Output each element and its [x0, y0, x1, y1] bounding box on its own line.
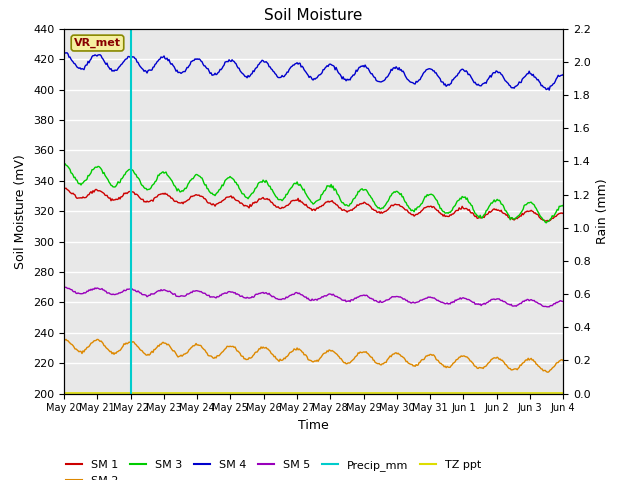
SM 4: [357, 63, 365, 69]
Y-axis label: Soil Moisture (mV): Soil Moisture (mV): [15, 154, 28, 269]
Line: SM 3: SM 3: [64, 164, 563, 223]
Line: SM 4: SM 4: [64, 52, 563, 90]
SM 3: [298, 185, 306, 191]
SM 3: [60, 161, 68, 167]
TZ ppt: [547, 390, 555, 396]
SM 2: [545, 369, 552, 375]
X-axis label: Time: Time: [298, 419, 329, 432]
SM 5: [357, 293, 365, 299]
SM 5: [559, 299, 567, 304]
Text: VR_met: VR_met: [74, 38, 121, 48]
Legend: SM 1, SM 2, SM 3, SM 4, SM 5, Precip_mm, TZ ppt: SM 1, SM 2, SM 3, SM 4, SM 5, Precip_mm,…: [61, 456, 486, 480]
SM 4: [469, 78, 477, 84]
TZ ppt: [300, 390, 308, 396]
SM 2: [470, 363, 478, 369]
SM 2: [358, 350, 366, 356]
SM 2: [332, 350, 339, 356]
SM 5: [330, 292, 338, 298]
Title: Soil Moisture: Soil Moisture: [264, 9, 363, 24]
SM 2: [301, 352, 309, 358]
SM 4: [297, 64, 305, 70]
SM 2: [62, 336, 70, 342]
SM 4: [330, 63, 338, 69]
SM 1: [559, 210, 567, 216]
SM 4: [545, 87, 553, 93]
Line: SM 5: SM 5: [64, 287, 563, 307]
SM 3: [470, 208, 478, 214]
Line: SM 2: SM 2: [64, 339, 563, 372]
SM 5: [297, 292, 305, 298]
SM 2: [549, 364, 557, 370]
TZ ppt: [559, 390, 567, 396]
SM 4: [548, 83, 556, 88]
SM 4: [60, 49, 68, 55]
SM 1: [470, 213, 478, 218]
SM 5: [60, 284, 68, 290]
TZ ppt: [60, 390, 68, 396]
SM 1: [358, 201, 366, 206]
SM 5: [469, 300, 477, 305]
SM 1: [549, 216, 557, 221]
SM 1: [332, 201, 339, 206]
SM 1: [298, 199, 306, 205]
SM 1: [62, 185, 70, 191]
TZ ppt: [297, 390, 305, 396]
SM 3: [542, 220, 550, 226]
SM 1: [60, 185, 68, 191]
TZ ppt: [357, 390, 365, 396]
SM 4: [300, 67, 308, 72]
SM 3: [301, 190, 309, 195]
SM 5: [548, 303, 556, 309]
Y-axis label: Rain (mm): Rain (mm): [596, 179, 609, 244]
TZ ppt: [330, 390, 338, 396]
SM 3: [559, 203, 567, 208]
SM 2: [298, 349, 306, 355]
SM 2: [60, 337, 68, 343]
Line: SM 1: SM 1: [64, 188, 563, 221]
SM 2: [559, 358, 567, 364]
SM 3: [549, 214, 557, 219]
SM 5: [300, 294, 308, 300]
SM 1: [545, 218, 552, 224]
SM 4: [559, 72, 567, 77]
SM 1: [301, 203, 309, 208]
SM 3: [332, 186, 339, 192]
SM 3: [358, 186, 366, 192]
TZ ppt: [469, 390, 477, 396]
SM 5: [545, 304, 553, 310]
SM 3: [61, 161, 69, 167]
